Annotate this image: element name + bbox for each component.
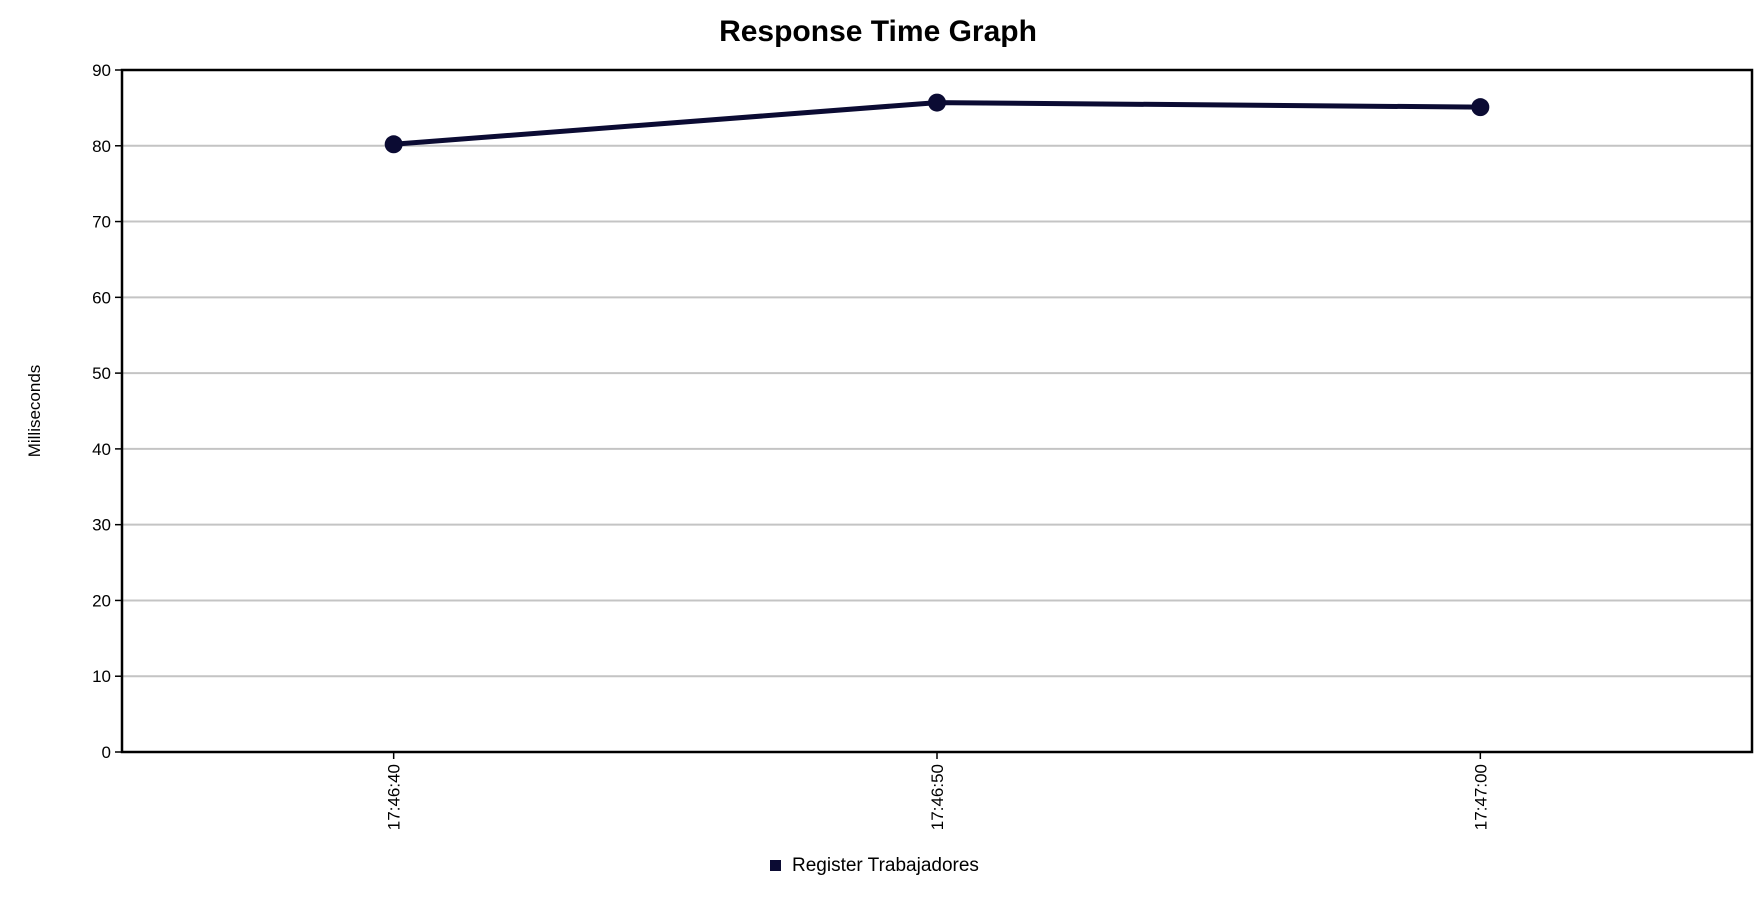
y-axis-ticks: 0 10 20 30 40 50 60 70 80 90 xyxy=(92,61,122,762)
y-tick-label-30: 30 xyxy=(92,516,111,535)
y-tick-label-70: 70 xyxy=(92,213,111,232)
y-tick-label-50: 50 xyxy=(92,364,111,383)
legend-label-1: Register Trabajadores xyxy=(792,855,979,876)
x-tick-label-1: 17:46:40 xyxy=(385,764,404,830)
legend: Register Trabajadores xyxy=(770,855,979,876)
y-tick-label-80: 80 xyxy=(92,137,111,156)
data-point-1-1 xyxy=(384,135,403,154)
y-axis-label: Milliseconds xyxy=(25,365,44,458)
data-point-1-3 xyxy=(1471,98,1490,117)
y-tick-label-0: 0 xyxy=(102,743,111,762)
x-axis-ticks: 17:46:40 17:46:50 17:47:00 xyxy=(385,752,1490,830)
plot-area-frame xyxy=(120,68,1754,754)
data-point-1-2 xyxy=(928,93,946,112)
y-tick-label-90: 90 xyxy=(92,61,111,80)
series-layer xyxy=(384,93,1490,154)
x-tick-label-3: 17:47:00 xyxy=(1471,764,1490,830)
x-tick-label-2: 17:46:50 xyxy=(928,764,947,830)
y-tick-label-60: 60 xyxy=(92,288,111,307)
y-tick-label-10: 10 xyxy=(92,667,111,686)
y-tick-label-40: 40 xyxy=(92,440,111,459)
legend-swatch-1 xyxy=(770,860,781,871)
y-tick-label-20: 20 xyxy=(92,591,111,610)
grid-lines xyxy=(122,144,1752,678)
chart-title: Response Time Graph xyxy=(719,15,1037,48)
